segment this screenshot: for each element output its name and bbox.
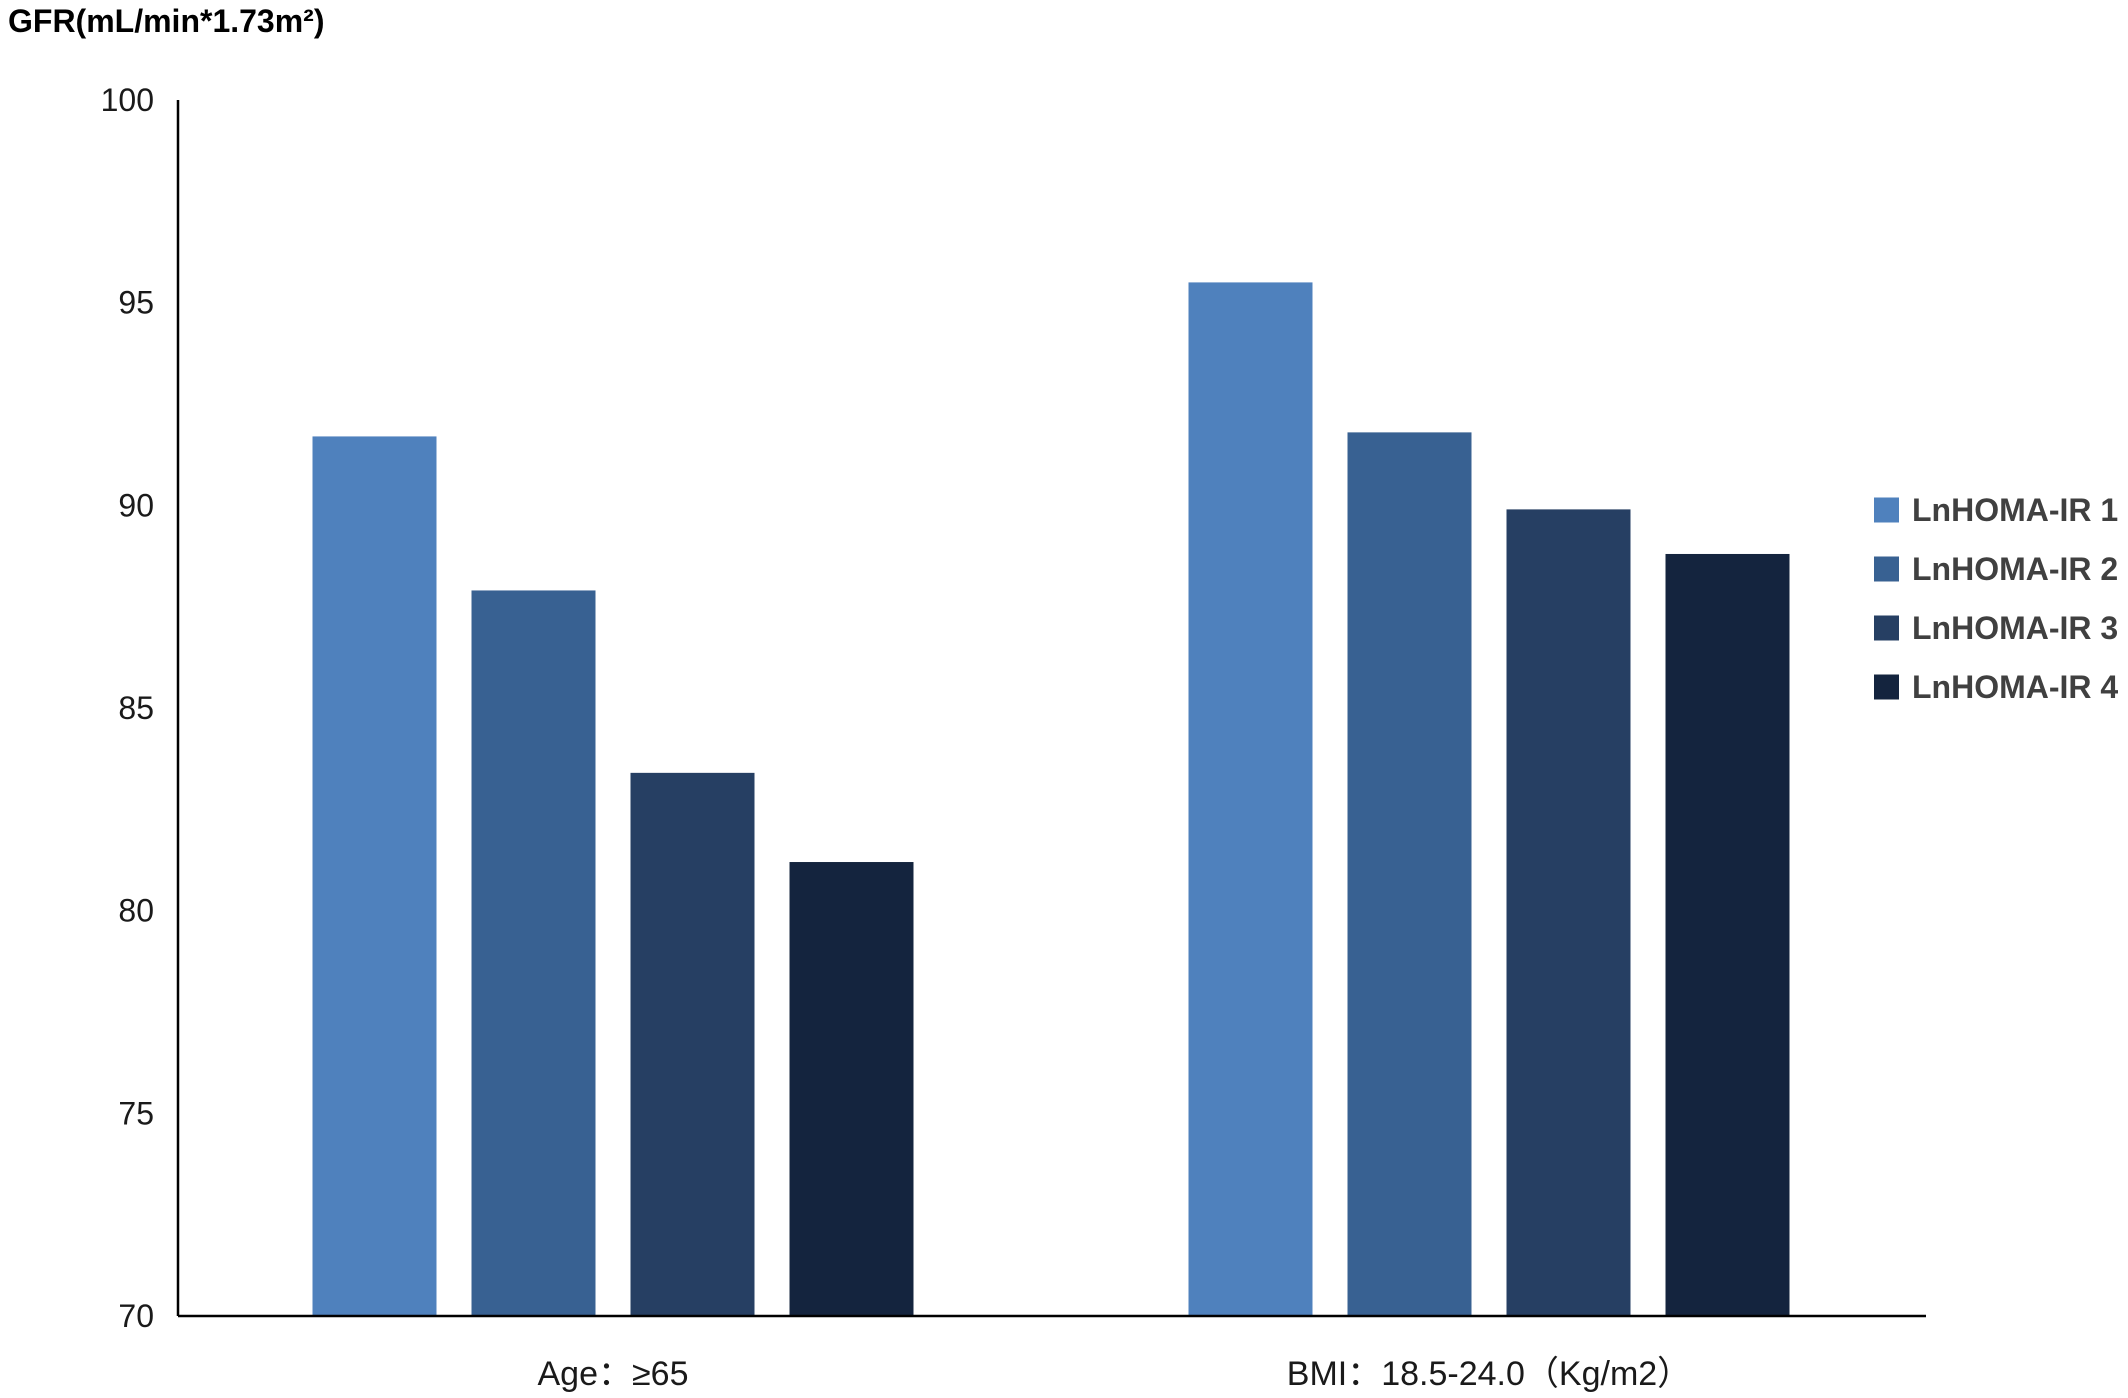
y-tick-label: 80 <box>118 893 154 929</box>
y-tick-label: 85 <box>118 690 154 726</box>
legend-label-2: LnHOMA-IR 2 <box>1912 551 2118 587</box>
legend-swatch-3 <box>1874 615 1899 641</box>
x-category-label: BMI：18.5-24.0（Kg/m2） <box>1287 1355 1691 1393</box>
legend-label-3: LnHOMA-IR 3 <box>1912 610 2118 646</box>
x-axis-category-labels: Age：≥65 BMI：18.5-24.0（Kg/m2） <box>538 1355 1692 1393</box>
legend-label-1: LnHOMA-IR 1 <box>1912 492 2118 528</box>
legend-swatch-2 <box>1874 556 1899 582</box>
y-tick-label: 70 <box>118 1298 154 1334</box>
bar-bmi-series-1 <box>1188 282 1313 1316</box>
bar-bmi-series-2 <box>1347 432 1472 1317</box>
bar-bmi-series-3 <box>1506 509 1631 1316</box>
x-category-label: Age：≥65 <box>538 1355 689 1393</box>
y-tick-label: 95 <box>118 285 154 321</box>
legend-swatch-4 <box>1874 674 1899 700</box>
y-tick-label: 75 <box>118 1095 154 1131</box>
y-axis-title: GFR(mL/min*1.73m²) <box>8 3 324 39</box>
legend: LnHOMA-IR 1 LnHOMA-IR 2 LnHOMA-IR 3 LnHOMA-… <box>1874 492 2118 705</box>
legend-swatch-1 <box>1874 497 1899 523</box>
y-axis-ticks: 70 75 80 85 90 95 100 <box>101 82 154 1334</box>
legend-label-4: LnHOMA-IR 4 <box>1912 669 2118 705</box>
y-tick-label: 90 <box>118 487 154 523</box>
bar-age-series-4 <box>789 862 914 1316</box>
bar-age-series-1 <box>312 436 437 1317</box>
bar-age-series-3 <box>630 772 755 1316</box>
y-tick-label: 100 <box>101 82 154 118</box>
bar-age-series-2 <box>471 590 596 1316</box>
bars <box>312 282 1790 1317</box>
bar-bmi-series-4 <box>1665 553 1790 1316</box>
